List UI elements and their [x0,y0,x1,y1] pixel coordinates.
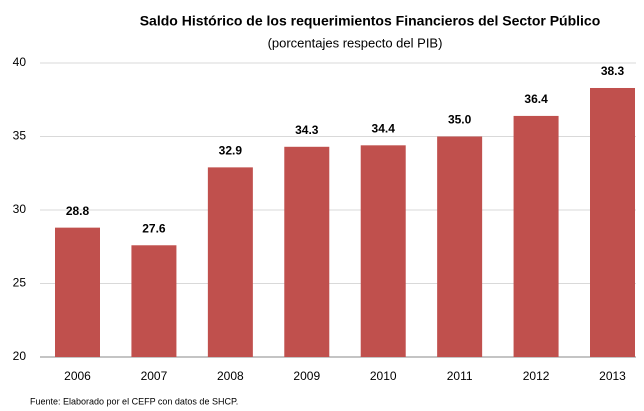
y-tick-label: 35 [13,129,27,143]
chart-title: Saldo Histórico de los requerimientos Fi… [140,13,601,29]
bar [55,227,100,357]
data-label: 34.3 [295,123,319,137]
bar [131,245,177,357]
chart-subtitle: (porcentajes respecto del PIB) [268,35,443,50]
x-tick-label: 2012 [523,369,550,383]
data-label: 32.9 [219,144,243,158]
data-label: 34.4 [372,121,396,135]
data-label: 38.3 [601,64,625,78]
data-label: 27.6 [142,221,166,235]
bar [437,136,483,357]
x-tick-label: 2006 [64,369,91,383]
data-label: 35.0 [448,113,472,127]
bar [284,146,330,357]
x-tick-label: 2011 [447,369,473,383]
y-tick-label: 40 [13,55,27,69]
x-tick-label: 2008 [217,369,244,383]
data-label: 28.8 [66,204,90,218]
y-tick-label: 25 [13,276,27,290]
x-tick-label: 2013 [599,369,626,383]
bar [513,115,559,357]
y-tick-label: 30 [13,202,27,216]
x-tick-label: 2009 [293,369,320,383]
y-tick-label: 20 [13,349,27,363]
source-note: Fuente: Elaborado por el CEFP con datos … [30,396,238,406]
bar [590,87,635,358]
data-label: 36.4 [524,92,548,106]
bar [360,145,406,357]
bar [207,167,253,357]
x-tick-label: 2007 [141,369,168,383]
x-tick-label: 2010 [370,369,397,383]
